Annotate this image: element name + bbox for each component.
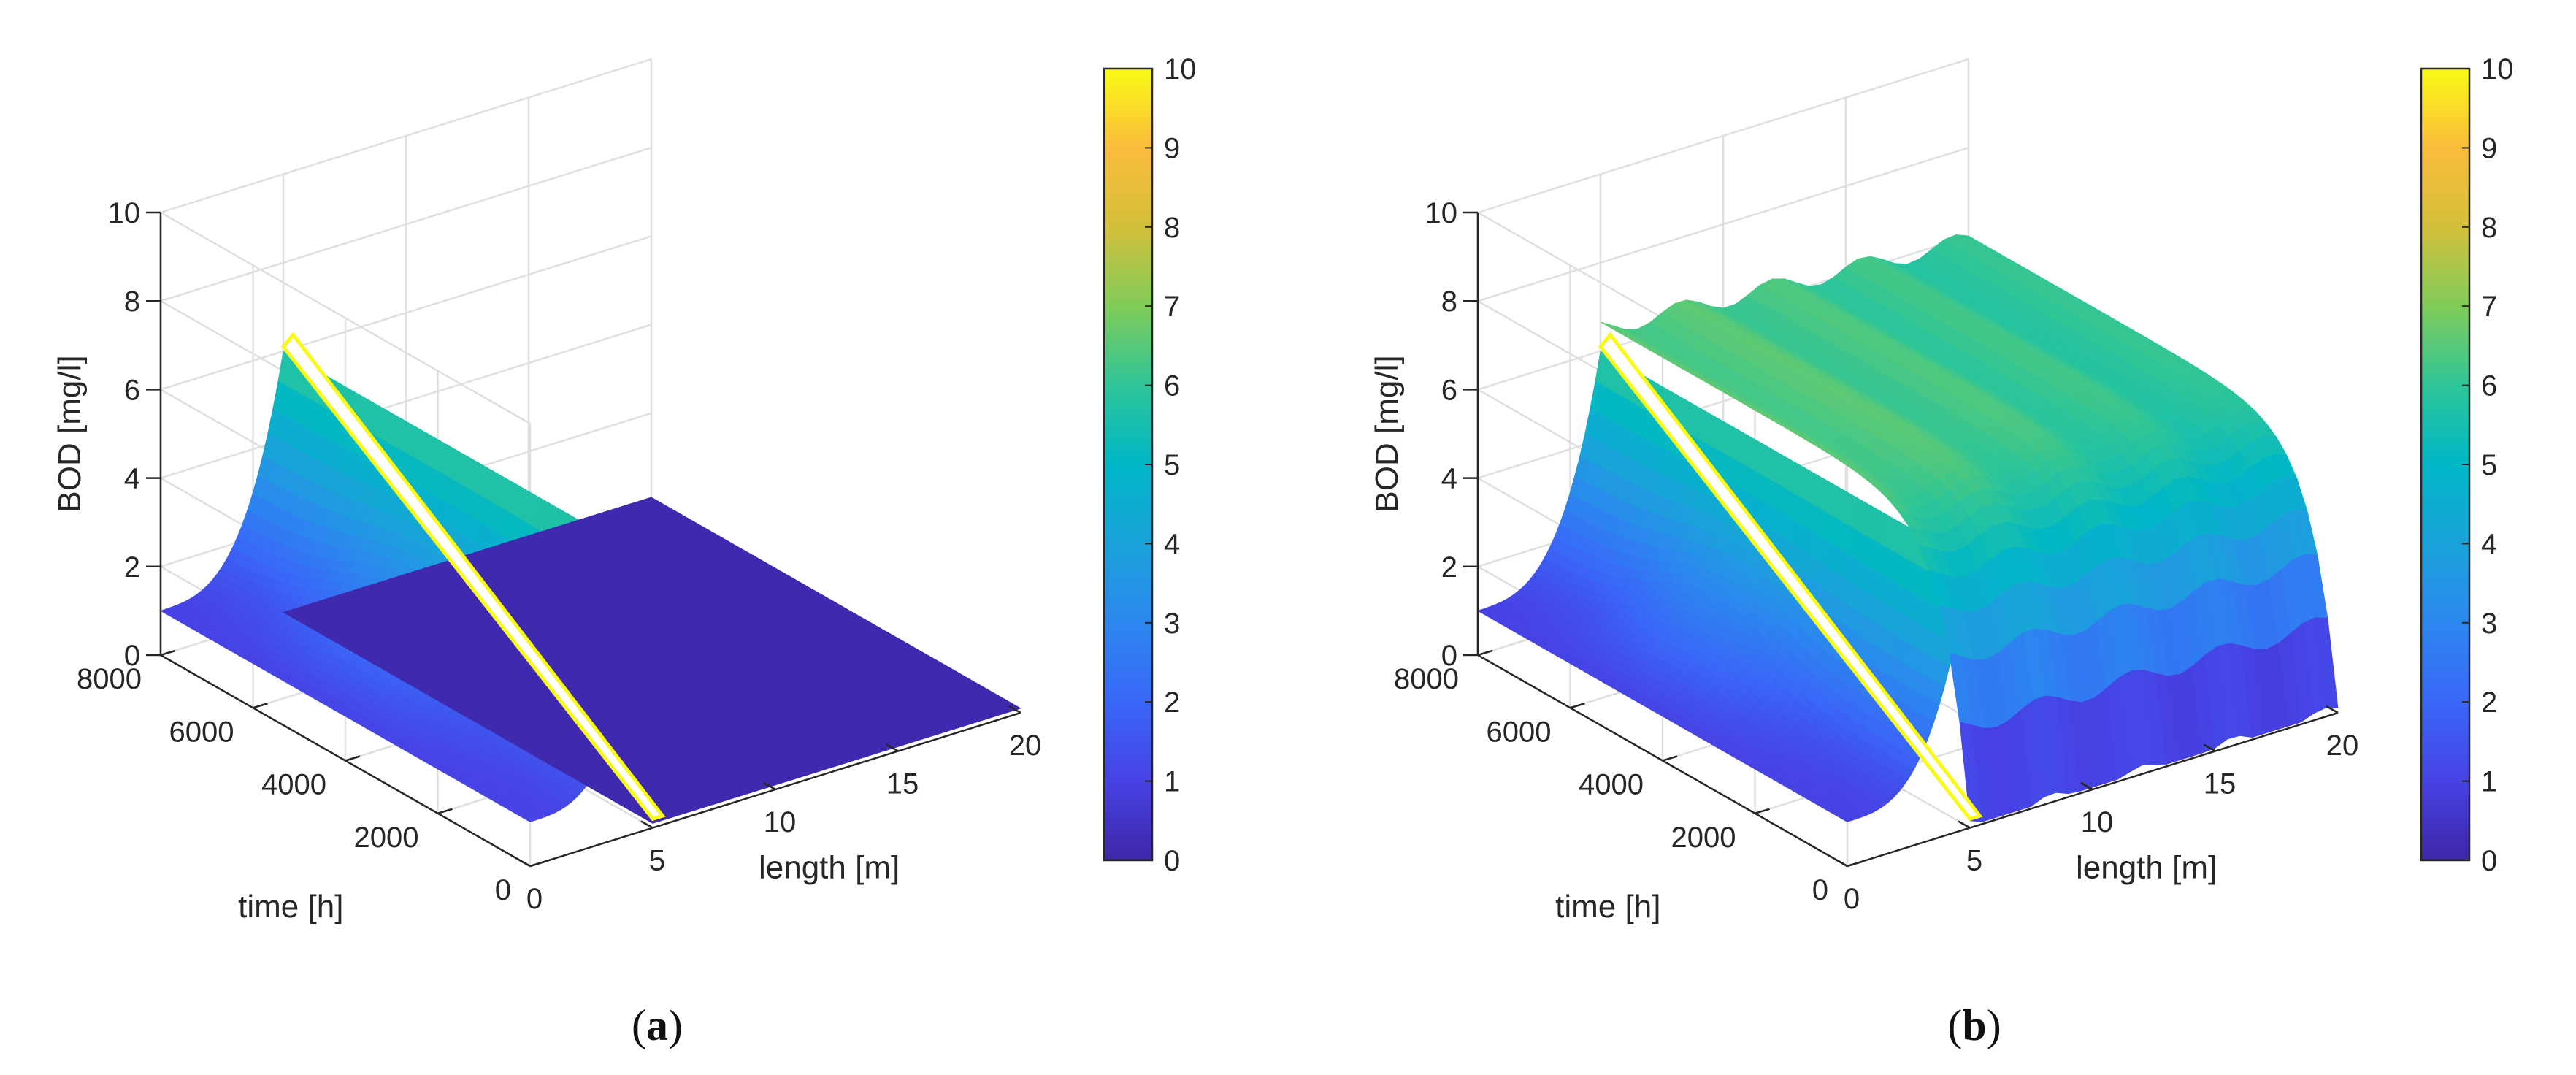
y-tick-label: 2000 xyxy=(354,822,419,854)
z-tick-label: 4 xyxy=(1441,463,1457,495)
z-tick-label: 2 xyxy=(1441,551,1457,584)
colorbar-tick-label: 6 xyxy=(2481,370,2497,402)
y-tick-label: 2000 xyxy=(1671,822,1736,854)
discharge-wall xyxy=(280,332,666,822)
y-tick-mark xyxy=(1847,860,1863,868)
z-axis-label: BOD [mg/l] xyxy=(52,355,88,512)
y-tick-label: 6000 xyxy=(169,716,234,748)
x-tick-label: 20 xyxy=(2326,730,2359,762)
y-tick-label: 0 xyxy=(1812,874,1828,906)
colorbar-tick-label: 9 xyxy=(1164,132,1180,164)
colorbar-tick-label: 0 xyxy=(2481,845,2497,877)
colorbar-tick-label: 8 xyxy=(2481,212,2497,244)
x-tick-label: 10 xyxy=(2081,806,2114,838)
colorbar-tick-label: 4 xyxy=(1164,528,1180,560)
x-tick-mark xyxy=(518,858,531,868)
z-tick-label: 0 xyxy=(124,640,140,672)
y-tick-mark xyxy=(1477,649,1493,657)
z-axis-label: BOD [mg/l] xyxy=(1369,355,1405,512)
colorbar-tick-label: 2 xyxy=(1164,686,1180,719)
z-tick-label: 4 xyxy=(124,463,140,495)
x-tick-mark xyxy=(763,781,776,791)
colorbar-tick-label: 2 xyxy=(2481,686,2497,719)
colorbar-tick-label: 8 xyxy=(1164,212,1180,244)
caption-b-letter: b xyxy=(1962,1001,1987,1049)
x-tick-mark xyxy=(640,820,653,829)
z-tick-label: 10 xyxy=(1425,197,1458,229)
colorbar-tick-label: 9 xyxy=(2481,132,2497,164)
x-axis-label: length [m] xyxy=(759,850,900,886)
x-tick-mark xyxy=(1958,820,1971,829)
colorbar-tick-label: 5 xyxy=(1164,449,1180,481)
colorbar-tick-label: 1 xyxy=(1164,766,1180,798)
caption-b: (b) xyxy=(1947,1001,2001,1049)
y-tick-label: 4000 xyxy=(261,769,326,801)
surface xyxy=(160,351,1021,824)
colorbar-tick-label: 7 xyxy=(2481,291,2497,323)
colorbar-tick-label: 10 xyxy=(1164,53,1197,85)
colorbar-tick-label: 1 xyxy=(2481,766,2497,798)
z-tick-label: 6 xyxy=(1441,374,1457,406)
x-tick-label: 5 xyxy=(1966,845,1982,877)
x-tick-label: 10 xyxy=(764,806,797,838)
colorbar-tick-label: 4 xyxy=(2481,528,2497,560)
x-tick-label: 15 xyxy=(886,768,919,800)
y-tick-mark xyxy=(345,755,361,762)
z-tick-label: 0 xyxy=(1441,640,1457,672)
caption-a: (a) xyxy=(632,1001,683,1049)
y-tick-label: 0 xyxy=(495,874,511,906)
y-axis-label: time [h] xyxy=(1555,889,1660,925)
y-tick-mark xyxy=(1755,808,1770,814)
x-tick-mark xyxy=(1835,858,1848,868)
y-tick-label: 6000 xyxy=(1487,716,1552,748)
colorbar-tick-label: 6 xyxy=(1164,370,1180,402)
y-tick-mark xyxy=(529,860,545,868)
surface xyxy=(1477,234,2339,822)
x-tick-mark xyxy=(1008,705,1021,714)
colorbar-tick-label: 7 xyxy=(1164,291,1180,323)
x-tick-label: 15 xyxy=(2204,768,2236,800)
x-tick-label: 5 xyxy=(649,845,665,877)
colorbar-tick-label: 0 xyxy=(1164,845,1180,877)
x-tick-mark xyxy=(886,743,899,752)
colorbar-tick-label: 5 xyxy=(2481,449,2497,481)
x-tick-label: 0 xyxy=(526,883,543,915)
colorbar xyxy=(1103,67,1154,862)
y-tick-mark xyxy=(1570,703,1585,709)
x-tick-label: 0 xyxy=(1844,883,1860,915)
colorbar-tick-label: 3 xyxy=(1164,608,1180,640)
z-tick-label: 6 xyxy=(124,374,140,406)
z-tick-label: 8 xyxy=(124,286,140,318)
y-tick-label: 4000 xyxy=(1579,769,1644,801)
caption-a-letter: a xyxy=(646,1001,668,1049)
y-tick-label: 8000 xyxy=(77,663,142,695)
z-tick-label: 2 xyxy=(124,551,140,584)
y-tick-mark xyxy=(253,703,268,709)
colorbar-tick-label: 3 xyxy=(2481,608,2497,640)
y-tick-mark xyxy=(437,808,453,814)
x-axis-label: length [m] xyxy=(2076,850,2217,886)
z-tick-label: 8 xyxy=(1441,286,1457,318)
surface-patch xyxy=(1600,321,1624,332)
y-tick-mark xyxy=(1662,755,1678,762)
y-axis-label: time [h] xyxy=(238,889,343,925)
x-tick-label: 20 xyxy=(1009,730,1042,762)
z-tick-label: 10 xyxy=(108,197,141,229)
y-tick-mark xyxy=(160,649,176,657)
colorbar-tick-label: 10 xyxy=(2481,53,2514,85)
